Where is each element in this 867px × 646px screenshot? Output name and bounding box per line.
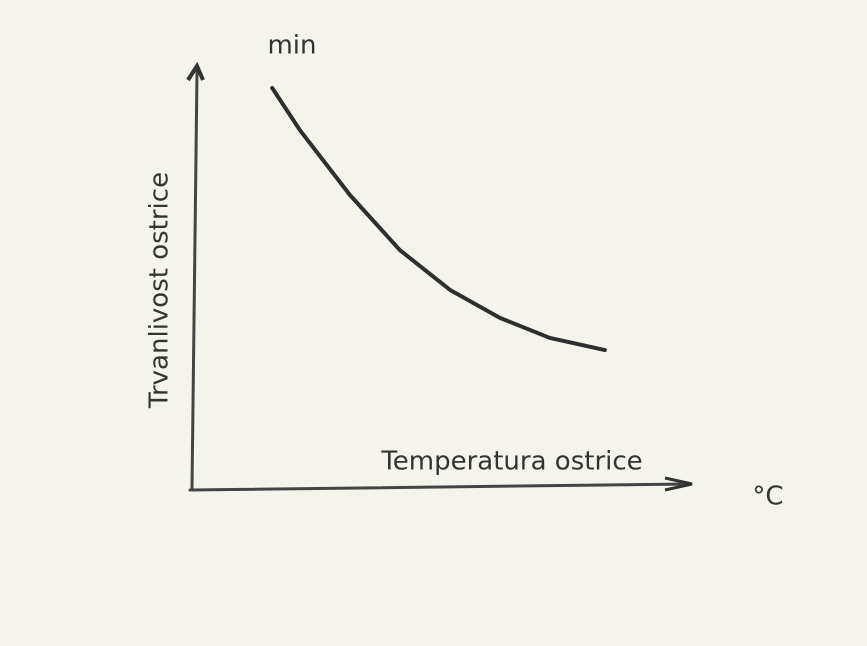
y-axis-unit: min (267, 31, 316, 61)
y-axis (190, 70, 199, 490)
x-axis-label: Temperatura ostrice (380, 447, 642, 477)
curve (270, 85, 607, 353)
y-axis-arrow (186, 61, 205, 82)
x-axis-unit: °C (752, 482, 783, 512)
x-axis-arrow (664, 476, 693, 492)
x-axis (188, 482, 692, 492)
y-axis-label: Trvanlivost ostrice (145, 172, 175, 409)
